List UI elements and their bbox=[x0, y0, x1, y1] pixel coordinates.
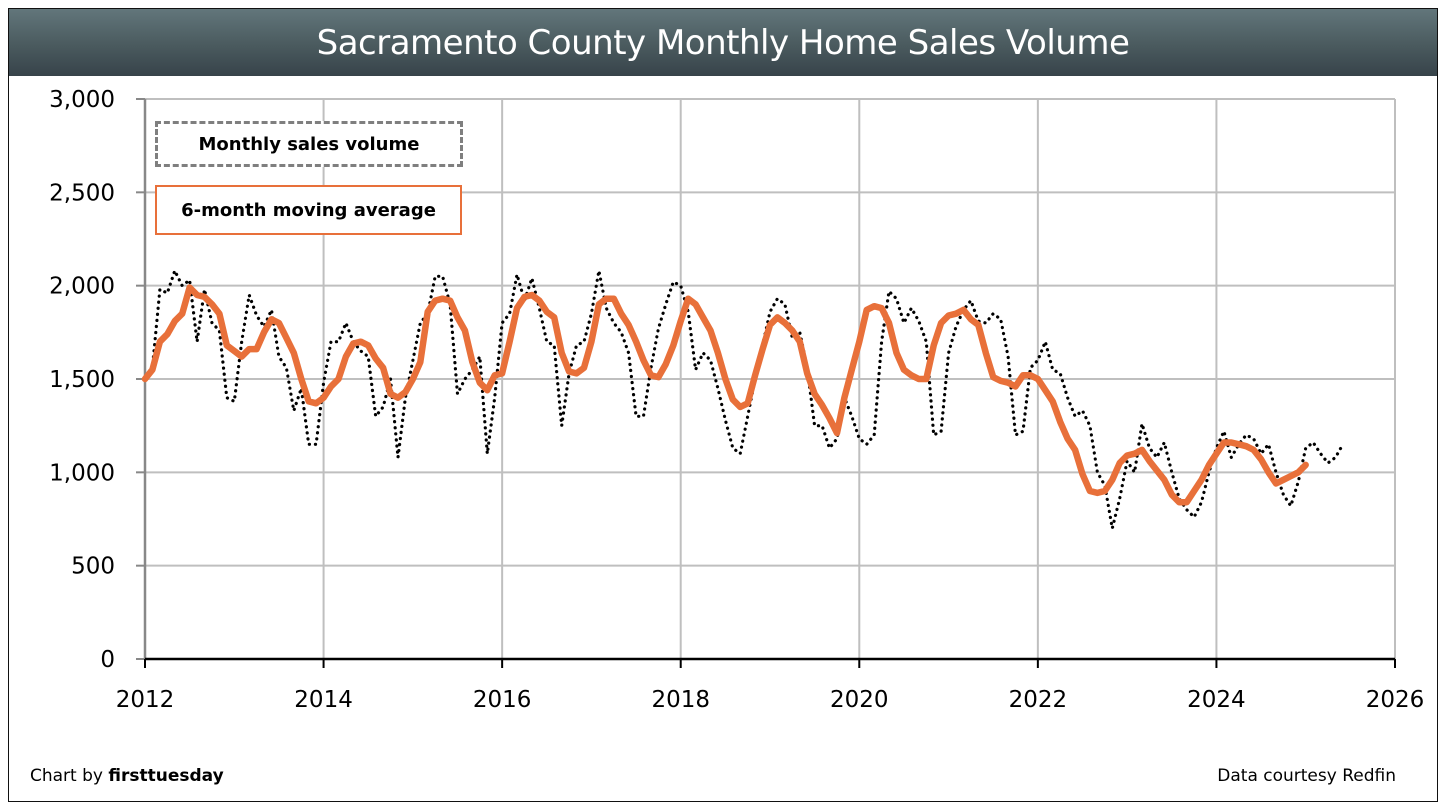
x-tick-label: 2016 bbox=[473, 687, 532, 713]
chart-credit-prefix: Chart by bbox=[30, 766, 109, 786]
y-tick-label: 2,000 bbox=[49, 274, 115, 300]
tick-labels: 0 500 1,000 1,500 2,000 2,500 3,000 2012 2014 201… bbox=[49, 87, 1424, 713]
title-bar: Sacramento County Monthly Home Sales Vol… bbox=[9, 9, 1437, 76]
x-tick-label: 2020 bbox=[830, 687, 889, 713]
legend-moving-average-label: 6-month moving average bbox=[181, 199, 436, 221]
x-tick-label: 2024 bbox=[1187, 687, 1246, 713]
legend-monthly-sales-label: Monthly sales volume bbox=[198, 133, 420, 155]
legend-moving-average: 6-month moving average bbox=[155, 185, 462, 235]
moving-average-line bbox=[141, 284, 1309, 506]
y-tick-label: 3,000 bbox=[49, 87, 115, 113]
series-moving-average bbox=[141, 284, 1309, 506]
y-tick-label: 1,000 bbox=[49, 460, 115, 486]
x-tick-label: 2022 bbox=[1009, 687, 1068, 713]
legend-monthly-sales: Monthly sales volume bbox=[155, 121, 463, 167]
monthly-sales-line bbox=[143, 269, 1345, 530]
y-tick-label: 500 bbox=[71, 554, 115, 580]
grid-lines bbox=[145, 98, 1396, 659]
x-tick-label: 2026 bbox=[1366, 687, 1425, 713]
data-source: Data courtesy Redfin bbox=[1217, 766, 1396, 786]
y-tick-label: 0 bbox=[100, 647, 115, 673]
x-tick-label: 2018 bbox=[651, 687, 710, 713]
chart-title: Sacramento County Monthly Home Sales Vol… bbox=[316, 22, 1130, 63]
x-tick-label: 2014 bbox=[294, 687, 353, 713]
x-tick-label: 2012 bbox=[116, 687, 175, 713]
y-tick-label: 1,500 bbox=[49, 367, 115, 393]
chart-credit: Chart by firsttuesday bbox=[30, 766, 224, 786]
chart-credit-brand: firsttuesday bbox=[108, 766, 224, 786]
series-monthly-sales bbox=[143, 269, 1345, 530]
y-tick-label: 2,500 bbox=[49, 180, 115, 206]
